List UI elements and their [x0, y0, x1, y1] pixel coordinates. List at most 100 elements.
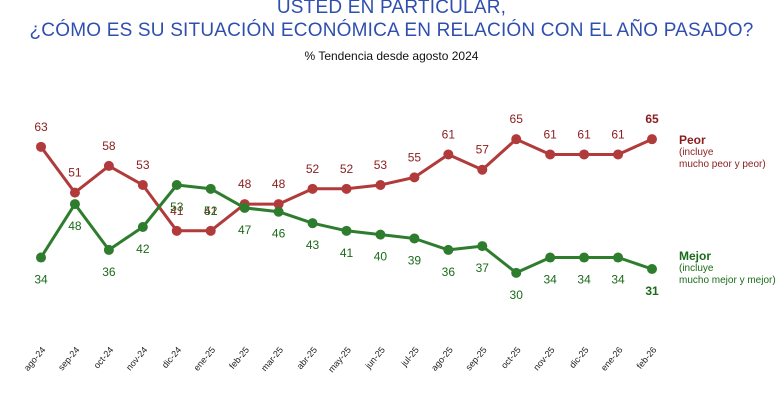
data-label-peor: 58: [102, 139, 116, 153]
data-label-mejor: 30: [510, 288, 524, 302]
data-label-peor: 48: [272, 177, 286, 191]
chart-title-line1: USTED EN PARTICULAR,: [276, 0, 507, 18]
x-tick-label: sep-25: [463, 345, 488, 373]
data-label-peor: 65: [510, 112, 524, 126]
data-point-peor: [443, 149, 454, 160]
data-label-peor: 61: [543, 127, 557, 141]
x-tick-label: nov-25: [531, 345, 556, 373]
x-tick-label: oct-25: [499, 345, 523, 371]
data-point-mejor: [273, 206, 284, 217]
x-tick-label: feb-25: [227, 345, 251, 371]
data-label-peor: 53: [136, 158, 150, 172]
legend-mejor-desc-1: (incluye: [679, 263, 714, 274]
data-point-peor: [579, 149, 590, 160]
data-label-peor: 63: [34, 120, 48, 134]
data-point-mejor: [613, 252, 624, 263]
data-point-peor: [69, 187, 80, 198]
legend-peor-desc-2: mucho peor y peor): [679, 159, 766, 170]
data-point-mejor: [409, 233, 420, 244]
data-label-mejor: 48: [68, 219, 82, 233]
data-label-mejor: 47: [238, 223, 252, 237]
data-point-mejor: [579, 252, 590, 263]
legend-mejor-name: Mejor: [679, 249, 712, 263]
data-label-peor: 51: [68, 166, 82, 180]
x-tick-label: abr-25: [295, 345, 319, 371]
data-label-peor: 65: [645, 112, 659, 126]
data-point-peor: [273, 199, 284, 210]
data-point-peor: [613, 149, 624, 160]
x-tick-label: nov-24: [124, 345, 149, 373]
data-point-mejor: [341, 225, 352, 236]
data-point-mejor: [137, 222, 148, 232]
x-tick-label: feb-26: [634, 345, 658, 371]
x-tick-label: jun-25: [363, 345, 387, 371]
data-label-mejor: 36: [442, 265, 456, 279]
data-label-peor: 61: [611, 127, 625, 141]
x-tick-label: oct-24: [92, 345, 116, 371]
data-point-mejor: [443, 244, 454, 255]
x-axis: ago-24 sep-24 oct-24 nov-24 dic-24 ene-25 feb-…: [22, 345, 659, 374]
data-label-mejor: 52: [204, 204, 218, 218]
data-point-mejor: [511, 267, 522, 278]
data-point-peor: [307, 183, 318, 194]
data-point-mejor: [477, 241, 488, 252]
data-point-peor: [477, 164, 488, 175]
data-point-peor: [36, 141, 46, 152]
data-point-peor: [545, 149, 556, 160]
data-label-mejor: 34: [543, 273, 557, 287]
data-label-peor: 52: [306, 162, 320, 176]
data-label-mejor: 34: [611, 273, 625, 287]
data-point-peor: [103, 160, 114, 171]
data-label-mejor: 34: [577, 273, 591, 287]
data-label-peor: 41: [204, 204, 218, 218]
x-tick-label: ene-25: [192, 345, 218, 373]
data-point-mejor: [103, 244, 114, 255]
data-label-mejor: 41: [340, 246, 354, 260]
data-point-peor: [137, 180, 148, 190]
data-label-peor: 61: [442, 127, 456, 141]
data-point-peor: [647, 134, 657, 145]
legend-peor: Peor (incluye mucho peor y peor): [679, 133, 766, 171]
data-label-mejor: 40: [374, 250, 388, 264]
legend-mejor: Mejor (incluye mucho mejor y mejor): [679, 249, 776, 287]
data-point-peor: [375, 180, 386, 190]
data-label-peor: 61: [577, 127, 591, 141]
x-tick-label: dic-24: [160, 345, 183, 370]
data-label-peor: 55: [408, 150, 422, 164]
x-tick-label: mar-25: [259, 345, 285, 373]
data-label-mejor: 43: [306, 238, 320, 252]
data-point-peor: [409, 172, 420, 183]
x-tick-label: may-25: [326, 345, 353, 374]
x-tick-label: ago-25: [429, 345, 455, 373]
data-point-mejor: [205, 183, 216, 194]
series-mejor: 34 48 36 42 53 52 47 46 43 41 40 39 36 37 30 34 34 34 31: [34, 180, 659, 302]
data-label-peor: 41: [170, 204, 184, 218]
data-label-mejor: 53: [170, 200, 184, 214]
data-label-mejor: 42: [136, 242, 150, 256]
data-point-mejor: [307, 218, 318, 229]
legend-peor-desc-1: (incluye: [679, 147, 714, 158]
data-label-mejor: 39: [408, 253, 422, 267]
data-point-mejor: [239, 202, 250, 213]
data-point-mejor: [36, 252, 46, 263]
data-label-peor: 57: [476, 143, 490, 157]
chart-title-line2: ¿CÓMO ES SU SITUACIÓN ECONÓMICA EN RELAC…: [29, 20, 754, 41]
data-point-peor: [205, 225, 216, 236]
data-point-peor: [341, 183, 352, 194]
data-label-peor: 48: [238, 177, 252, 191]
x-tick-label: jul-25: [398, 345, 420, 369]
data-label-mejor: 37: [476, 261, 490, 275]
data-label-mejor: 31: [645, 284, 659, 298]
legend-mejor-desc-2: mucho mejor y mejor): [679, 275, 776, 286]
chart-subtitle: % Tendencia desde agosto 2024: [304, 49, 479, 63]
data-label-peor: 52: [340, 162, 354, 176]
data-point-mejor: [375, 229, 386, 240]
x-tick-label: sep-24: [56, 345, 81, 373]
data-point-mejor: [69, 199, 80, 210]
data-point-peor: [511, 134, 522, 145]
data-label-mejor: 34: [34, 273, 48, 287]
x-tick-label: ene-26: [599, 345, 625, 373]
x-tick-label: dic-25: [567, 345, 590, 370]
